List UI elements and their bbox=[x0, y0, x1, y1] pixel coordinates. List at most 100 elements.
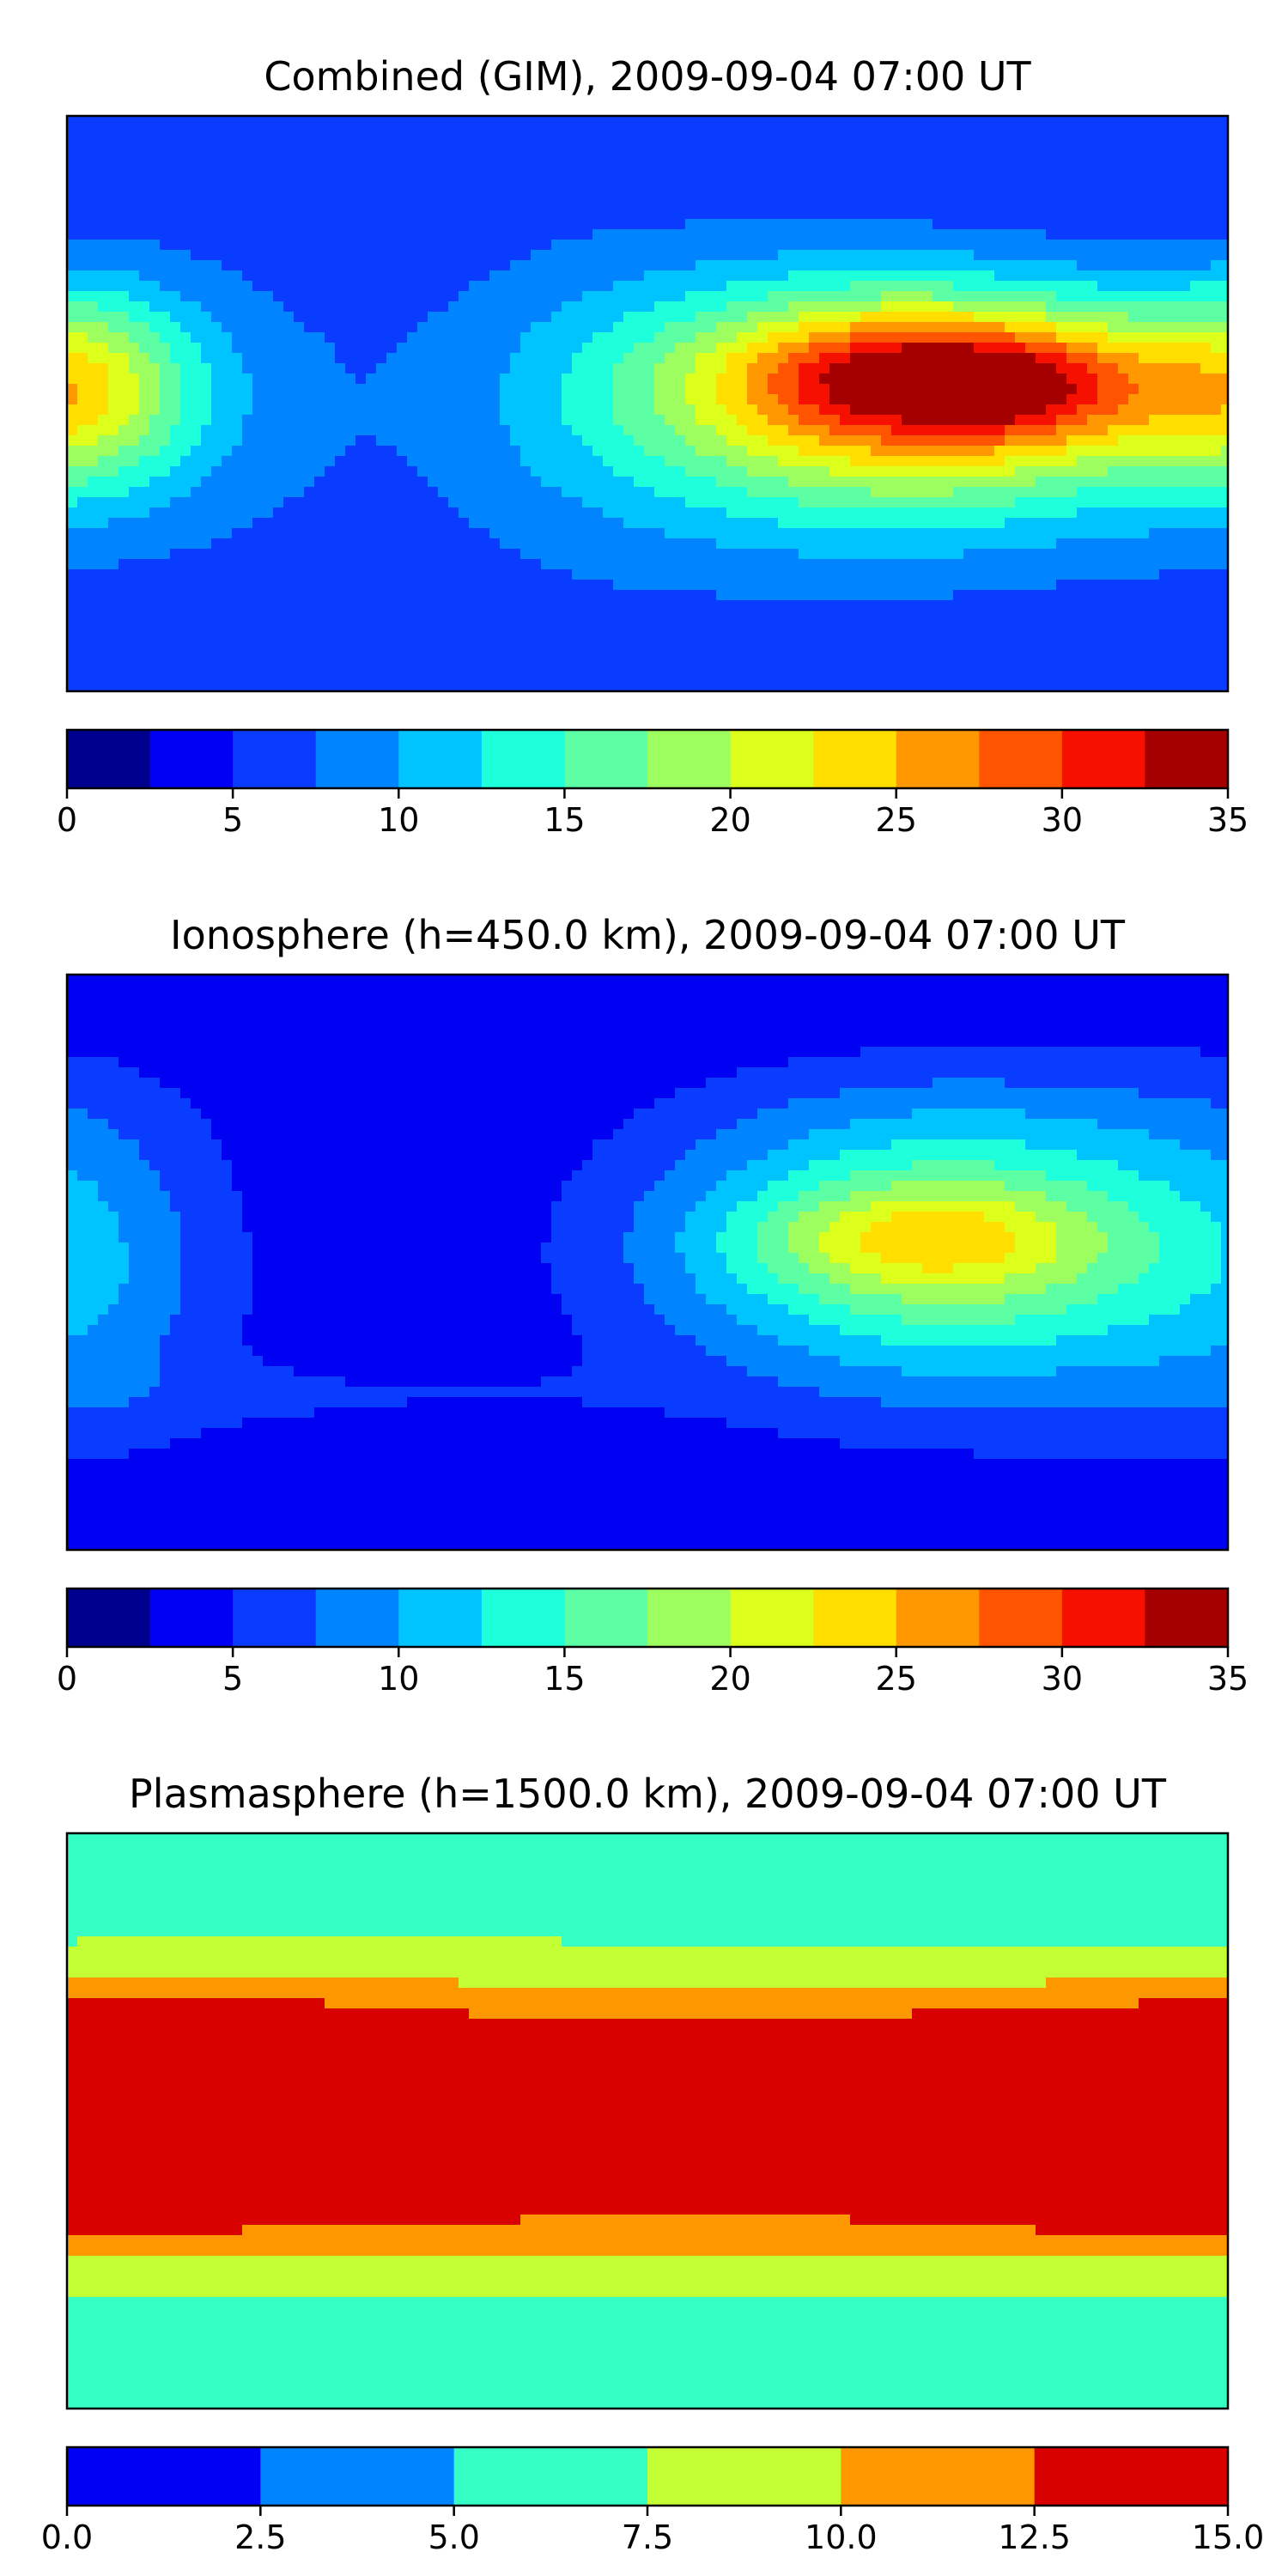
contour-cell bbox=[1015, 250, 1026, 261]
contour-cell bbox=[613, 209, 624, 220]
contour-cell bbox=[922, 446, 933, 457]
contour-cell bbox=[1200, 332, 1212, 343]
contour-cell bbox=[129, 312, 140, 323]
contour-cell bbox=[222, 322, 233, 333]
contour-cell bbox=[314, 137, 325, 148]
contour-cell bbox=[376, 229, 387, 240]
contour-cell bbox=[572, 363, 583, 374]
contour-cell bbox=[1170, 116, 1181, 127]
contour-cell bbox=[974, 384, 985, 395]
contour-cell bbox=[613, 497, 624, 508]
contour-cell bbox=[953, 456, 964, 467]
contour-cell bbox=[963, 538, 975, 550]
contour-cell bbox=[407, 167, 418, 179]
contour-cell bbox=[644, 528, 655, 539]
contour-cell bbox=[160, 240, 171, 251]
contour-cell bbox=[809, 477, 820, 488]
contour-cell bbox=[1221, 415, 1228, 426]
contour-cell bbox=[1025, 466, 1036, 477]
contour-cell bbox=[1087, 538, 1098, 550]
contour-cell bbox=[1221, 404, 1228, 416]
contour-cell bbox=[500, 446, 511, 457]
contour-cell bbox=[1015, 404, 1026, 416]
contour-cell bbox=[541, 353, 552, 364]
contour-cell bbox=[520, 126, 532, 137]
contour-cell bbox=[716, 528, 727, 539]
contour-cell bbox=[1170, 507, 1181, 519]
contour-cell bbox=[634, 353, 645, 364]
contour-cell bbox=[757, 363, 769, 374]
contour-cell bbox=[366, 415, 377, 426]
contour-cell bbox=[799, 312, 810, 323]
contour-cell bbox=[1056, 219, 1067, 230]
contour-cell bbox=[170, 260, 181, 271]
contour-cell bbox=[788, 147, 799, 158]
contour-cell bbox=[211, 435, 222, 447]
contour-cell bbox=[304, 157, 315, 168]
contour-cell bbox=[572, 518, 583, 529]
contour-cell bbox=[860, 559, 872, 570]
contour-cell bbox=[840, 301, 851, 313]
contour-cell bbox=[912, 198, 923, 210]
contour-cell bbox=[963, 435, 975, 447]
contour-cell bbox=[335, 415, 346, 426]
contour-cell bbox=[386, 322, 398, 333]
contour-cell bbox=[1097, 188, 1109, 199]
contour-cell bbox=[603, 178, 614, 189]
contour-cell bbox=[407, 250, 418, 261]
contour-cell bbox=[1077, 343, 1088, 354]
contour-cell bbox=[737, 147, 748, 158]
contour-cell bbox=[294, 477, 305, 488]
contour-cell bbox=[737, 188, 748, 199]
contour-cell bbox=[994, 219, 1005, 230]
contour-cell bbox=[510, 167, 521, 179]
contour-cell bbox=[139, 559, 150, 570]
contour-cell bbox=[1025, 219, 1036, 230]
contour-cell bbox=[77, 209, 88, 220]
contour-cell bbox=[582, 219, 593, 230]
contour-cell bbox=[489, 435, 501, 447]
contour-cell bbox=[541, 538, 552, 550]
contour-cell bbox=[376, 394, 387, 405]
contour-cell bbox=[180, 404, 191, 416]
contour-cell bbox=[1077, 487, 1088, 498]
contour-cell bbox=[592, 178, 604, 189]
contour-cell bbox=[448, 425, 459, 436]
contour-cell bbox=[510, 374, 521, 385]
contour-cell bbox=[716, 291, 727, 302]
contour-cell bbox=[541, 415, 552, 426]
contour-cell bbox=[634, 229, 645, 240]
contour-cell bbox=[118, 507, 130, 519]
contour-cell bbox=[448, 466, 459, 477]
contour-cell bbox=[263, 435, 274, 447]
contour-cell bbox=[644, 332, 655, 343]
contour-cell bbox=[974, 343, 985, 354]
contour-cell bbox=[294, 137, 305, 148]
contour-cell bbox=[1139, 250, 1150, 261]
contour-cell bbox=[747, 404, 758, 416]
contour-cell bbox=[829, 198, 841, 210]
contour-cell bbox=[685, 466, 696, 477]
contour-cell bbox=[1128, 343, 1139, 354]
contour-cell bbox=[211, 507, 222, 519]
contour-cell bbox=[1159, 188, 1170, 199]
contour-cell bbox=[829, 209, 841, 220]
contour-cell bbox=[355, 219, 367, 230]
contour-cell bbox=[860, 528, 872, 539]
contour-cell bbox=[953, 126, 964, 137]
contour-cell bbox=[1190, 157, 1201, 168]
contour-cell bbox=[1036, 219, 1047, 230]
contour-cell bbox=[613, 538, 624, 550]
contour-cell bbox=[1015, 487, 1026, 498]
contour-cell bbox=[273, 250, 284, 261]
contour-cell bbox=[520, 425, 532, 436]
contour-cell bbox=[1128, 456, 1139, 467]
contour-cell bbox=[1036, 497, 1047, 508]
contour-cell bbox=[819, 477, 830, 488]
contour-cell bbox=[170, 374, 181, 385]
contour-cell bbox=[191, 229, 202, 240]
contour-cell bbox=[1025, 497, 1036, 508]
contour-cell bbox=[139, 167, 150, 179]
contour-cell bbox=[1025, 425, 1036, 436]
contour-cell bbox=[757, 312, 769, 323]
